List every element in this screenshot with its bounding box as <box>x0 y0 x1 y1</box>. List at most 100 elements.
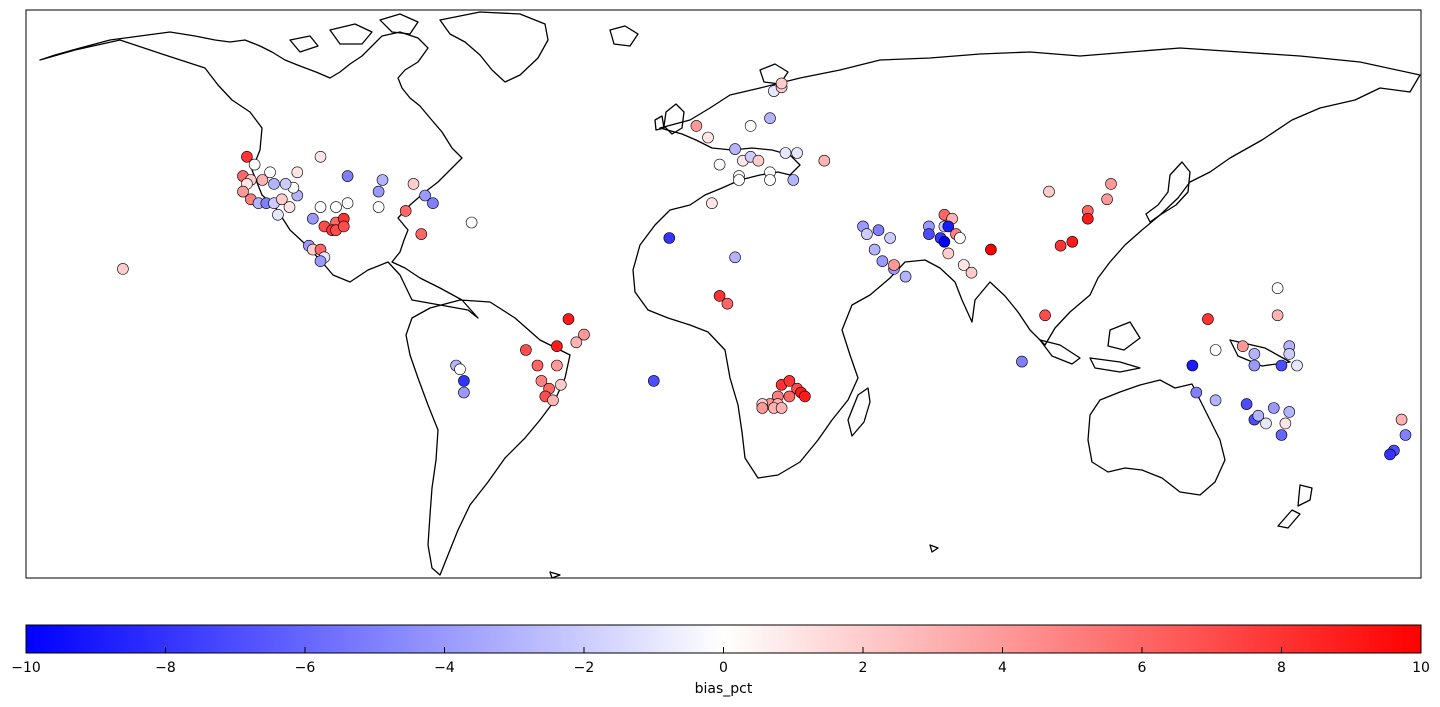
station-point <box>1395 413 1408 426</box>
station-point <box>938 236 951 248</box>
colorbar-tick-label: 0 <box>719 660 728 676</box>
station-point <box>1283 348 1296 360</box>
station-point <box>884 232 896 244</box>
station-point <box>1283 406 1296 418</box>
station-point <box>957 259 970 271</box>
station-point <box>275 193 288 206</box>
station-point <box>942 247 955 260</box>
colorbar-ticks: −10 −8 −6 −4 −2 0 2 4 6 8 10 <box>11 647 1430 676</box>
station-point <box>272 209 284 221</box>
station-point <box>706 197 718 209</box>
coast-eurasia-africa <box>632 47 1421 479</box>
station-point <box>314 201 327 213</box>
station-point <box>861 228 873 240</box>
station-point <box>733 174 745 186</box>
station-point <box>1268 402 1280 414</box>
station-point <box>531 359 544 372</box>
station-point <box>264 166 276 179</box>
station-point <box>372 201 385 213</box>
station-point <box>454 363 466 376</box>
colorbar-tick-label: 2 <box>859 660 868 676</box>
station-point <box>570 336 583 349</box>
station-point <box>1384 448 1396 461</box>
coast-north-america <box>39 31 479 319</box>
coastlines <box>39 11 1421 579</box>
station-point <box>663 232 676 244</box>
colorbar-tick-label: −8 <box>155 660 176 676</box>
colorbar-tick-label: 4 <box>998 660 1007 676</box>
station-point <box>702 131 714 144</box>
coast-south-america <box>405 299 571 576</box>
station-point <box>647 375 660 387</box>
station-point <box>415 228 428 240</box>
station-point <box>306 212 319 225</box>
station-point <box>713 158 726 171</box>
station-point <box>1260 417 1272 430</box>
station-point <box>775 402 788 414</box>
station-point <box>729 143 741 155</box>
station-point <box>1275 359 1288 372</box>
station-point <box>1271 309 1284 322</box>
station-point <box>764 112 776 124</box>
station-point <box>744 120 757 132</box>
station-point <box>551 340 563 353</box>
colorbar-tick-label: −6 <box>295 660 316 676</box>
station-point <box>237 185 249 198</box>
station-point <box>1105 178 1117 190</box>
station-point <box>1252 409 1265 422</box>
station-point <box>1275 429 1288 441</box>
station-point <box>458 375 470 387</box>
station-point <box>314 151 327 163</box>
colorbar-tick-label: −2 <box>574 660 595 676</box>
station-point <box>1016 355 1028 368</box>
station-point <box>965 266 978 279</box>
station-point <box>554 378 567 391</box>
station-point <box>818 154 831 167</box>
station-point <box>775 77 788 90</box>
station-point <box>268 178 280 190</box>
station-point <box>1190 386 1203 399</box>
station-point <box>1039 309 1051 322</box>
station-point <box>872 224 885 236</box>
station-point <box>729 251 741 264</box>
station-point <box>1066 236 1079 248</box>
station-point <box>1271 282 1284 295</box>
station-point <box>923 228 935 240</box>
station-point <box>241 151 253 163</box>
station-point <box>314 255 327 268</box>
colorbar-tick-label: 6 <box>1138 660 1147 676</box>
station-points <box>117 77 1412 461</box>
station-point <box>551 359 563 372</box>
station-point <box>713 290 726 302</box>
map-frame <box>25 9 1422 579</box>
station-point <box>279 178 292 190</box>
station-point <box>1279 417 1292 430</box>
station-point <box>407 178 420 190</box>
station-point <box>791 147 803 159</box>
station-point <box>341 170 354 182</box>
coast-australia <box>1087 379 1226 496</box>
colorbar-tick-label: −10 <box>11 660 41 676</box>
station-point <box>868 243 881 256</box>
station-point <box>942 220 955 233</box>
station-point <box>1054 239 1067 252</box>
station-point <box>899 270 912 283</box>
station-point <box>283 201 296 213</box>
station-point <box>1240 398 1253 410</box>
station-point <box>117 263 129 275</box>
station-point <box>256 174 269 186</box>
station-point <box>985 243 997 256</box>
colorbar-tick-label: 10 <box>1412 660 1430 676</box>
station-point <box>1202 313 1214 325</box>
station-point <box>465 216 478 229</box>
station-point <box>783 375 796 387</box>
station-point <box>876 255 889 268</box>
station-point <box>419 189 431 202</box>
station-point <box>690 120 703 132</box>
station-point <box>783 390 796 403</box>
coast-arctic-islands <box>289 13 419 53</box>
station-point <box>1209 394 1222 407</box>
station-point <box>248 158 261 171</box>
station-point <box>427 197 439 209</box>
station-point <box>1248 359 1261 372</box>
